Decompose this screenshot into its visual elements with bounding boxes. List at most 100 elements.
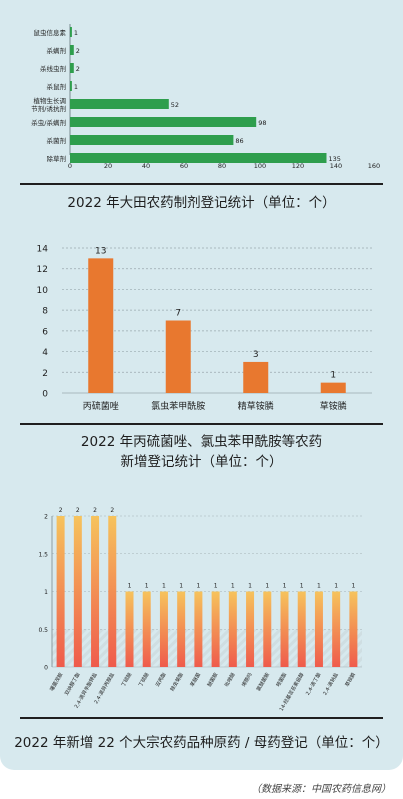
chart3-bar-value: 2 (59, 507, 63, 514)
chart1-x-tick: 80 (218, 162, 226, 170)
chart3-bar-value: 1 (283, 583, 287, 590)
chart3-category-label: 草铵膦 (344, 672, 358, 689)
chart1-category-label: 杀螨剂 (47, 46, 67, 55)
chart2-y-tick: 2 (42, 369, 48, 379)
chart1-bar-value: 98 (258, 119, 266, 127)
chart1-category-label: 杀鼠剂 (47, 82, 67, 91)
chart3-bar-value: 2 (76, 507, 80, 514)
chart3-bar-value: 1 (300, 583, 304, 590)
chart3-bar (228, 591, 237, 667)
chart3-bar-value: 1 (145, 583, 149, 590)
chart3-bar-value: 1 (162, 583, 166, 590)
chart1-x-tick: 40 (142, 162, 150, 170)
chart3-bar (211, 591, 220, 667)
chart1-x-tick: 160 (368, 162, 380, 170)
chart3-category-label: 嘧菌酯 (275, 672, 289, 689)
divider-1 (20, 183, 383, 185)
chart2-category-label: 氯虫苯甲酰胺 (151, 400, 205, 412)
chart3-bar (108, 516, 117, 667)
chart3-bar-value: 1 (248, 583, 252, 590)
chart1-category-label: 杀菌剂 (47, 136, 67, 145)
chart3-baseline-hatch (52, 629, 362, 667)
chart3-bar-value: 1 (231, 583, 235, 590)
chart1-category-label: 杀线虫剂 (40, 64, 66, 73)
chart2-y-tick: 8 (42, 307, 48, 317)
divider-3 (20, 717, 383, 719)
chart3-bar-value: 1 (351, 583, 355, 590)
chart2-bar (165, 320, 191, 393)
chart3-bar (246, 591, 255, 667)
chart3-bar (125, 591, 134, 667)
chart3-category-label: 2,4-滴丁酸 (304, 672, 322, 697)
chart1-bar (70, 153, 327, 163)
chart1-bar-value: 1 (74, 29, 78, 37)
chart1-bar-value: 86 (235, 137, 243, 145)
chart2-title-line2: 新增登记统计（单位：个） (120, 454, 283, 470)
chart3-category-label: 噻菌茂胺 (48, 672, 64, 693)
chart1-x-tick: 0 (68, 162, 72, 170)
chart3-bar (314, 591, 323, 667)
chart3-category-label: 苯醚菌 (189, 672, 203, 689)
chart2-category-label: 丙硫菌唑 (83, 400, 119, 412)
chart3-bar (56, 516, 65, 667)
chart3-bar (349, 591, 358, 667)
chart2-bar (88, 258, 114, 393)
chart1-bar-value: 2 (76, 47, 80, 55)
chart2-y-tick: 14 (37, 245, 49, 255)
chart1-bar (70, 63, 74, 73)
chart3-bar-value: 2 (110, 507, 114, 514)
chart1-category-label: 节剂/诱抗剂 (31, 104, 66, 113)
chart3-bar (280, 591, 289, 667)
new-registration-bar-chart: 0 2 4 6 8 10 12 14 13 丙硫菌唑 7 氯虫苯甲酰胺 3 精草铵膦 1 草铵膦 (37, 245, 372, 412)
chart1-category-label: 鼠虫信息素 (34, 28, 67, 37)
chart3-bar (73, 516, 82, 667)
chart3-category-label: 氯醚菌胺 (255, 672, 271, 693)
technical-material-bar-chart: 00.511.522噻菌茂胺2双炔醇丁酯22,4-滴异辛酯钾盐22,4-滴异丙胺… (38, 507, 362, 712)
chart2-bar-value: 3 (253, 350, 259, 360)
chart3-category-label: 吡唑醚 (223, 672, 237, 689)
chart1-x-tick: 100 (254, 162, 266, 170)
chart1-x-tick: 140 (330, 162, 342, 170)
chart1-bar-value: 52 (171, 101, 179, 109)
chart3-bar-value: 1 (128, 583, 132, 590)
chart1-category-label: 植物生长调 (34, 96, 67, 105)
chart3-bar-value: 2 (93, 507, 97, 514)
chart3-title: 2022 年新增 22 个大宗农药品种原药 / 母药登记（单位：个） (14, 735, 389, 751)
chart2-y-tick: 4 (42, 348, 48, 358)
chart3-y-tick: 1 (44, 589, 48, 596)
chart3-category-label: 双炔醇丁酯 (63, 672, 82, 697)
chart3-bar (159, 591, 168, 667)
chart1-bar (70, 81, 72, 91)
chart2-title: 2022 年丙硫菌唑、氯虫苯甲酰胺等农药 新增登记统计（单位：个） (0, 432, 403, 472)
chart3-bar-value: 1 (334, 583, 338, 590)
chart3-y-tick: 0.5 (38, 627, 48, 634)
chart1-bar (70, 45, 74, 55)
chart3-y-tick: 1.5 (38, 551, 48, 558)
chart3-category-label: 醚菌胺 (206, 672, 220, 689)
chart3-y-tick: 2 (44, 514, 48, 521)
chart1-bar-value: 1 (74, 83, 78, 91)
chart3-category-label: 双丙酯 (155, 672, 168, 688)
chart1-x-tick: 60 (180, 162, 188, 170)
chart3-bar (263, 591, 272, 667)
chart2-category-label: 精草铵膦 (238, 400, 274, 412)
chart1-category-label: 除草剂 (47, 154, 67, 163)
chart2-y-tick: 10 (37, 286, 49, 296)
chart2-y-tick: 0 (42, 390, 48, 400)
chart3-bar (91, 516, 100, 667)
chart2-bar (320, 382, 346, 393)
chart1-category-label: 杀虫/杀螨剂 (31, 118, 66, 127)
chart3-category-label: 2,4-滴钠盐 (321, 672, 339, 697)
chart1-bar (70, 99, 169, 109)
chart3-bar-value: 1 (317, 583, 321, 590)
chart3-category-label: 丁硫醚 (137, 672, 151, 689)
chart1-bar-value: 135 (329, 155, 341, 163)
chart3-category-label: 除虫菊酯 (169, 672, 185, 693)
chart2-bar-value: 7 (175, 309, 181, 319)
chart1-x-tick: 20 (104, 162, 112, 170)
chart3-bar-value: 1 (196, 583, 200, 590)
chart3-bar (177, 591, 186, 667)
chart1-bar (70, 135, 234, 145)
chart1-bar-value: 2 (76, 65, 80, 73)
